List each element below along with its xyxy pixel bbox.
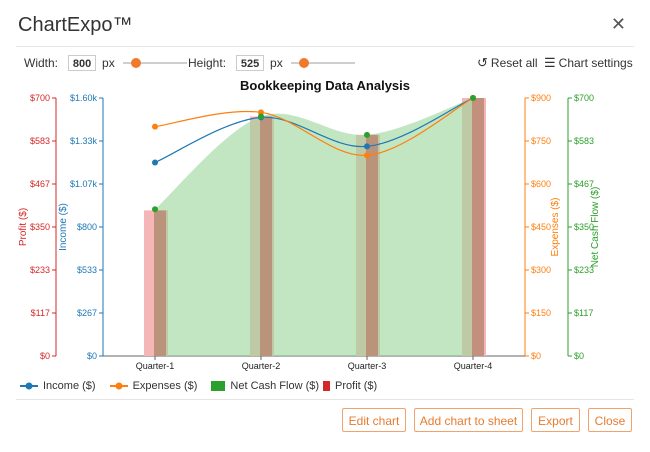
expenses-axis-tick-label: $450 bbox=[531, 222, 551, 232]
width-input[interactable]: 800 bbox=[68, 55, 97, 71]
profit-axis-tick-label: $700 bbox=[30, 93, 50, 103]
height-slider[interactable] bbox=[290, 57, 355, 69]
width-label: Width: bbox=[24, 56, 59, 70]
height-control: Height: 525 px bbox=[188, 55, 355, 71]
width-control: Width: 800 px bbox=[24, 55, 187, 71]
chart-settings-button[interactable]: ☰ Chart settings bbox=[544, 55, 633, 71]
expenses-axis-tick-label: $900 bbox=[531, 93, 551, 103]
income-axis-tick-label: $800 bbox=[77, 222, 97, 232]
expenses-line bbox=[154, 97, 474, 156]
x-axis-tick-label: Quarter-4 bbox=[454, 361, 493, 371]
profit-bar-overlap bbox=[472, 98, 484, 356]
reset-icon: ↺ bbox=[477, 55, 488, 70]
netcash-axis-tick-label: $0 bbox=[574, 351, 584, 361]
profit-bar-overlap bbox=[366, 134, 378, 356]
netcash-axis-tick-label: $350 bbox=[574, 222, 594, 232]
expenses-axis-tick-label: $300 bbox=[531, 265, 551, 275]
add-chart-to-sheet-button[interactable]: Add chart to sheet bbox=[414, 408, 523, 432]
netcash-axis-tick-label: $467 bbox=[574, 179, 594, 189]
chart-title: Bookkeeping Data Analysis bbox=[240, 78, 410, 93]
reset-all-button[interactable]: ↺ Reset all bbox=[477, 55, 538, 71]
legend-profit-label: Profit ($) bbox=[335, 380, 378, 392]
netcash-point bbox=[470, 95, 476, 101]
sliders-icon: ☰ bbox=[544, 55, 556, 70]
height-input[interactable]: 525 bbox=[236, 55, 265, 71]
chart-settings-label: Chart settings bbox=[558, 56, 633, 70]
income-axis-tick-label: $0 bbox=[87, 351, 97, 361]
income-axis-label: Income ($) bbox=[58, 203, 69, 251]
expenses-axis-tick-label: $600 bbox=[531, 179, 551, 189]
reset-all-label: Reset all bbox=[490, 56, 538, 70]
netcash-axis-tick-label: $233 bbox=[574, 265, 594, 275]
expenses-axis-tick-label: $0 bbox=[531, 351, 541, 361]
profit-axis-tick-label: $467 bbox=[30, 179, 50, 189]
expenses-point bbox=[364, 152, 370, 159]
netcash-point bbox=[364, 131, 370, 138]
edit-chart-button[interactable]: Edit chart bbox=[342, 408, 406, 432]
width-slider-thumb[interactable] bbox=[130, 58, 141, 68]
legend-netcash-swatch bbox=[211, 381, 226, 391]
app-title: ChartExpo™ bbox=[18, 14, 133, 36]
profit-bar-overlap bbox=[154, 210, 166, 356]
legend-item-expenses[interactable]: Expenses ($) bbox=[109, 380, 198, 392]
netcash-axis-tick-label: $700 bbox=[574, 93, 594, 103]
width-slider[interactable] bbox=[122, 57, 187, 69]
profit-axis-tick-label: $350 bbox=[30, 222, 50, 232]
legend-expenses-marker bbox=[109, 382, 128, 390]
divider bbox=[16, 46, 634, 47]
expenses-axis-label: Expenses ($) bbox=[550, 198, 561, 257]
divider bbox=[16, 399, 634, 400]
close-button[interactable]: Close bbox=[588, 408, 632, 432]
income-axis-tick-label: $1.60k bbox=[70, 93, 98, 103]
legend-profit-swatch bbox=[323, 381, 331, 391]
chart-legend: Income ($) Expenses ($) Net Cash Flow ($… bbox=[20, 380, 391, 392]
legend-item-income[interactable]: Income ($) bbox=[20, 380, 96, 392]
netcash-axis-tick-label: $117 bbox=[574, 308, 593, 318]
netcash-axis-label: Net Cash Flow ($) bbox=[590, 187, 601, 268]
x-axis-tick-label: Quarter-3 bbox=[348, 361, 387, 371]
x-axis-tick-label: Quarter-1 bbox=[136, 361, 175, 371]
legend-item-netcash[interactable]: Net Cash Flow ($) bbox=[211, 380, 319, 392]
legend-expenses-label: Expenses ($) bbox=[132, 380, 198, 392]
income-axis-tick-label: $533 bbox=[77, 265, 97, 275]
netcash-point bbox=[258, 113, 264, 120]
expenses-point bbox=[152, 123, 158, 130]
profit-bar-overlap bbox=[260, 116, 272, 356]
income-axis-tick-label: $1.33k bbox=[70, 136, 98, 146]
chart-canvas: Bookkeeping Data Analysis $0 $117 $233 $350 $… bbox=[18, 78, 601, 371]
profit-axis-tick-label: $583 bbox=[30, 136, 50, 146]
x-axis-tick-label: Quarter-2 bbox=[242, 361, 281, 371]
profit-axis-tick-label: $0 bbox=[40, 351, 50, 361]
expenses-axis-tick-label: $750 bbox=[531, 136, 551, 146]
expenses-axis-tick-label: $150 bbox=[531, 308, 551, 318]
income-axis-tick-label: $267 bbox=[77, 308, 97, 318]
legend-income-marker bbox=[20, 382, 38, 390]
height-slider-thumb[interactable] bbox=[298, 58, 309, 68]
legend-item-profit[interactable]: Profit ($) bbox=[323, 380, 377, 392]
netcash-axis-tick-label: $583 bbox=[574, 136, 594, 146]
profit-axis-tick-label: $117 bbox=[31, 308, 50, 318]
income-point bbox=[152, 159, 158, 166]
profit-axis-tick-label: $233 bbox=[30, 265, 50, 275]
income-point bbox=[364, 143, 370, 150]
income-line bbox=[154, 97, 474, 164]
height-label: Height: bbox=[188, 56, 227, 70]
close-icon[interactable]: ✕ bbox=[610, 14, 626, 34]
profit-axis-label: Profit ($) bbox=[18, 208, 29, 246]
legend-netcash-label: Net Cash Flow ($) bbox=[230, 380, 320, 392]
income-axis-tick-label: $1.07k bbox=[70, 179, 98, 189]
width-unit: px bbox=[102, 56, 115, 70]
export-button[interactable]: Export bbox=[531, 408, 580, 432]
netcash-area bbox=[155, 98, 473, 356]
legend-income-label: Income ($) bbox=[43, 380, 96, 392]
height-unit: px bbox=[270, 56, 283, 70]
netcash-point bbox=[152, 206, 158, 213]
